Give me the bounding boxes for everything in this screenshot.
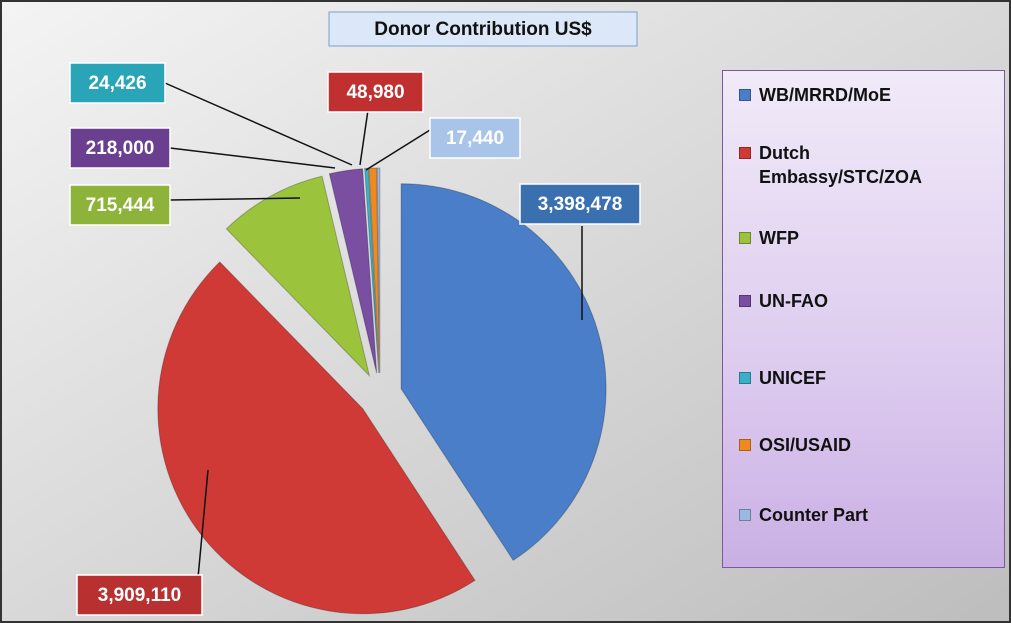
leader-line	[359, 109, 369, 166]
legend-swatch	[739, 295, 751, 307]
legend-item: UN-FAO	[739, 289, 974, 313]
data-label-box	[69, 127, 171, 169]
legend-item: WB/MRRD/MoE	[739, 83, 974, 107]
leader-line	[169, 197, 301, 201]
data-label: 218,000	[86, 138, 155, 159]
legend-label: OSI/USAID	[759, 435, 852, 455]
pie-slice	[376, 167, 381, 374]
data-label-box	[76, 574, 203, 616]
legend-label: WFP	[759, 228, 799, 248]
data-label-box	[429, 117, 521, 159]
pie-slice	[225, 175, 371, 378]
data-label: 3,398,478	[538, 194, 623, 215]
legend-item: OSI/USAID	[739, 433, 974, 457]
legend-item: WFP	[739, 226, 974, 250]
legend-swatch	[739, 232, 751, 244]
leader-line	[164, 82, 353, 166]
data-label: 24,426	[88, 73, 146, 94]
legend-swatch	[739, 89, 751, 101]
data-label: 48,980	[346, 82, 404, 103]
legend-item: UNICEF	[739, 366, 974, 390]
title-box	[328, 11, 638, 47]
legend-label: UN-FAO	[759, 291, 828, 311]
data-label: 17,440	[446, 128, 504, 149]
legend-swatch	[739, 439, 751, 451]
data-label-box	[519, 183, 641, 225]
chart-title: Donor Contribution US$	[374, 19, 592, 40]
legend-swatch	[739, 147, 751, 159]
legend-item: Dutch Embassy/STC/ZOA	[739, 141, 974, 189]
pie-slice	[400, 183, 607, 562]
legend-label: Dutch Embassy/STC/ZOA	[759, 143, 923, 187]
legend-label: Counter Part	[759, 505, 869, 525]
pie-slice	[157, 261, 476, 615]
legend: WB/MRRD/MoE Dutch Embassy/STC/ZOA WFP UN-FA…	[722, 70, 1005, 568]
data-label: 715,444	[86, 195, 155, 216]
leader-line	[197, 469, 209, 579]
legend-label: WB/MRRD/MoE	[759, 85, 891, 105]
data-label-box	[69, 184, 171, 226]
leader-line	[169, 147, 336, 169]
data-label-box	[69, 62, 166, 104]
legend-swatch	[739, 509, 751, 521]
data-label: 3,909,110	[98, 585, 181, 606]
leader-line	[365, 129, 431, 171]
legend-label: UNICEF	[759, 368, 826, 388]
legend-swatch	[739, 372, 751, 384]
pie-slice	[328, 168, 378, 374]
data-label-box	[327, 71, 424, 113]
legend-item: Counter Part	[739, 503, 974, 527]
